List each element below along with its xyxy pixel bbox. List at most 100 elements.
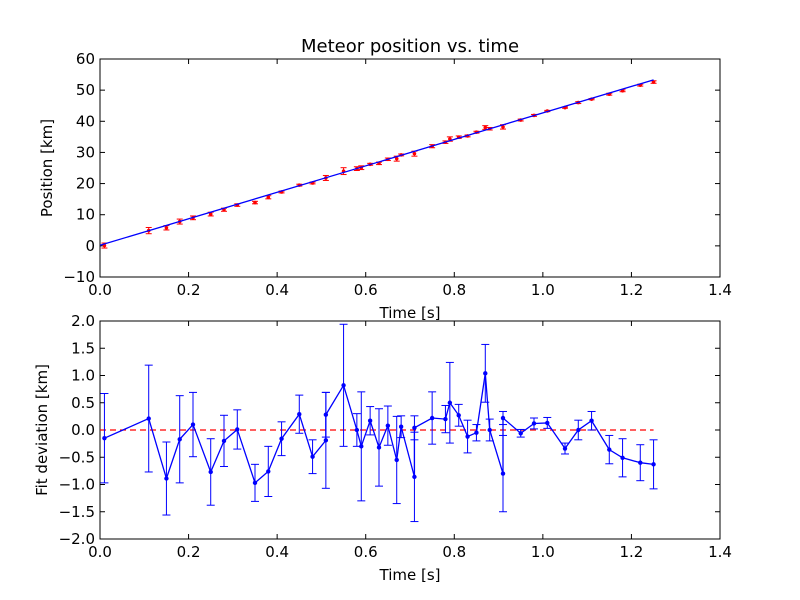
series-group-top	[99, 79, 657, 249]
data-point	[443, 416, 448, 422]
y-tick-label: 20	[76, 175, 95, 193]
y-tick-label: 0.5	[71, 394, 95, 412]
data-point	[235, 427, 240, 432]
y-tick-label: −1.0	[59, 476, 95, 494]
y-tick-label: 0.0	[71, 421, 95, 439]
data-point	[146, 416, 151, 421]
data-point	[429, 415, 435, 421]
data-point	[465, 434, 470, 439]
data-point	[102, 435, 107, 441]
x-axis-label-top: Time [s]	[379, 304, 441, 322]
data-point	[253, 200, 257, 205]
x-tick-label: 1.4	[708, 543, 732, 561]
data-point	[474, 430, 479, 435]
y-tick-label: −1.5	[59, 503, 95, 521]
y-tick-label: −0.5	[59, 448, 95, 466]
y-tick-label: 1.0	[71, 367, 95, 385]
fit-line	[99, 79, 654, 246]
y-axis-label-top: Position [km]	[38, 119, 56, 217]
data-point	[266, 469, 271, 474]
chart-title: Meteor position vs. time	[301, 36, 519, 57]
data-point	[483, 125, 488, 130]
data-point	[367, 418, 373, 423]
data-point	[266, 195, 271, 200]
chart-bottom: 0.0 0.2 0.4 0.6 0.8 1.0 1.2 1.4 −2.0 −1.5 −1.0 −0.…	[33, 312, 732, 584]
y-tick-label: 50	[76, 81, 95, 99]
data-point	[545, 420, 550, 426]
data-point	[651, 462, 656, 467]
y-tick-label: −2.0	[59, 530, 95, 548]
x-tick-label: 1.0	[531, 281, 555, 299]
data-point	[297, 411, 302, 417]
x-axis-ticks-bottom: 0.0 0.2 0.4 0.6 0.8 1.0 1.2 1.4	[88, 321, 732, 561]
y-tick-label: 30	[76, 143, 95, 161]
plot-area-top	[99, 58, 721, 278]
data-point	[518, 431, 523, 436]
x-tick-label: 0.0	[88, 543, 112, 561]
data-point	[501, 125, 505, 129]
x-tick-label: 1.4	[708, 281, 732, 299]
y-tick-label: 0	[85, 237, 95, 255]
x-tick-label: 0.0	[88, 281, 112, 299]
x-tick-label: 0.4	[265, 281, 289, 299]
data-point	[483, 371, 488, 376]
data-point	[252, 480, 258, 486]
data-point	[385, 423, 391, 428]
data-point	[487, 427, 492, 433]
y-tick-label: 2.0	[71, 312, 95, 330]
data-point	[394, 457, 399, 463]
data-point	[190, 422, 196, 427]
data-point	[651, 80, 656, 84]
y-tick-label: 60	[76, 50, 95, 68]
x-axis-label-bottom: Time [s]	[379, 566, 441, 584]
data-point	[341, 383, 346, 388]
data-point	[412, 474, 417, 480]
data-point	[620, 455, 625, 460]
data-point	[323, 438, 329, 443]
data-point	[412, 425, 417, 431]
x-tick-label: 0.2	[177, 543, 201, 561]
x-tick-label: 1.0	[531, 543, 555, 561]
y-tick-label: 1.5	[71, 339, 95, 357]
data-point	[164, 225, 169, 230]
x-tick-label: 0.6	[354, 543, 378, 561]
data-point	[447, 400, 453, 405]
data-point	[354, 427, 360, 433]
x-tick-label: 0.6	[354, 281, 378, 299]
y-axis-ticks-top: −10 0 10 20 30 40 50 60	[63, 50, 720, 286]
x-axis-ticks-top: 0.0 0.2 0.4 0.6 0.8 1.0 1.2 1.4	[88, 59, 732, 299]
x-tick-label: 0.8	[442, 543, 466, 561]
x-tick-label: 0.8	[442, 281, 466, 299]
data-point	[394, 156, 399, 161]
data-point	[576, 427, 581, 433]
data-point	[376, 445, 382, 450]
data-point	[310, 454, 315, 459]
series-group-bottom	[100, 323, 658, 523]
data-point	[456, 413, 461, 418]
data-point	[607, 447, 612, 452]
data-point	[500, 415, 506, 421]
y-tick-label: −10	[63, 268, 95, 286]
x-tick-label: 1.2	[619, 543, 643, 561]
data-point	[562, 446, 568, 451]
chart-top: Meteor position vs. time 0.0 0.2 0.4 0.6 0.8…	[38, 36, 732, 322]
data-point	[638, 460, 643, 465]
y-axis-label-bottom: Fit deviation [km]	[33, 364, 51, 496]
data-point	[164, 476, 169, 481]
data-point	[500, 471, 506, 476]
y-tick-label: 40	[76, 112, 95, 130]
data-point	[412, 151, 417, 156]
data-point	[323, 412, 329, 417]
x-tick-label: 0.4	[265, 543, 289, 561]
data-point	[208, 212, 213, 216]
data-point	[208, 469, 213, 475]
data-point	[359, 444, 364, 449]
data-point	[589, 418, 594, 423]
data-point	[177, 437, 182, 442]
y-axis-ticks-bottom: −2.0 −1.5 −1.0 −0.5 0.0 0.5 1.0 1.5 2.0	[59, 312, 720, 548]
data-point	[221, 438, 227, 444]
y-tick-label: 10	[76, 206, 95, 224]
data-point	[398, 424, 404, 429]
data-point	[279, 436, 284, 441]
x-tick-label: 1.2	[619, 281, 643, 299]
